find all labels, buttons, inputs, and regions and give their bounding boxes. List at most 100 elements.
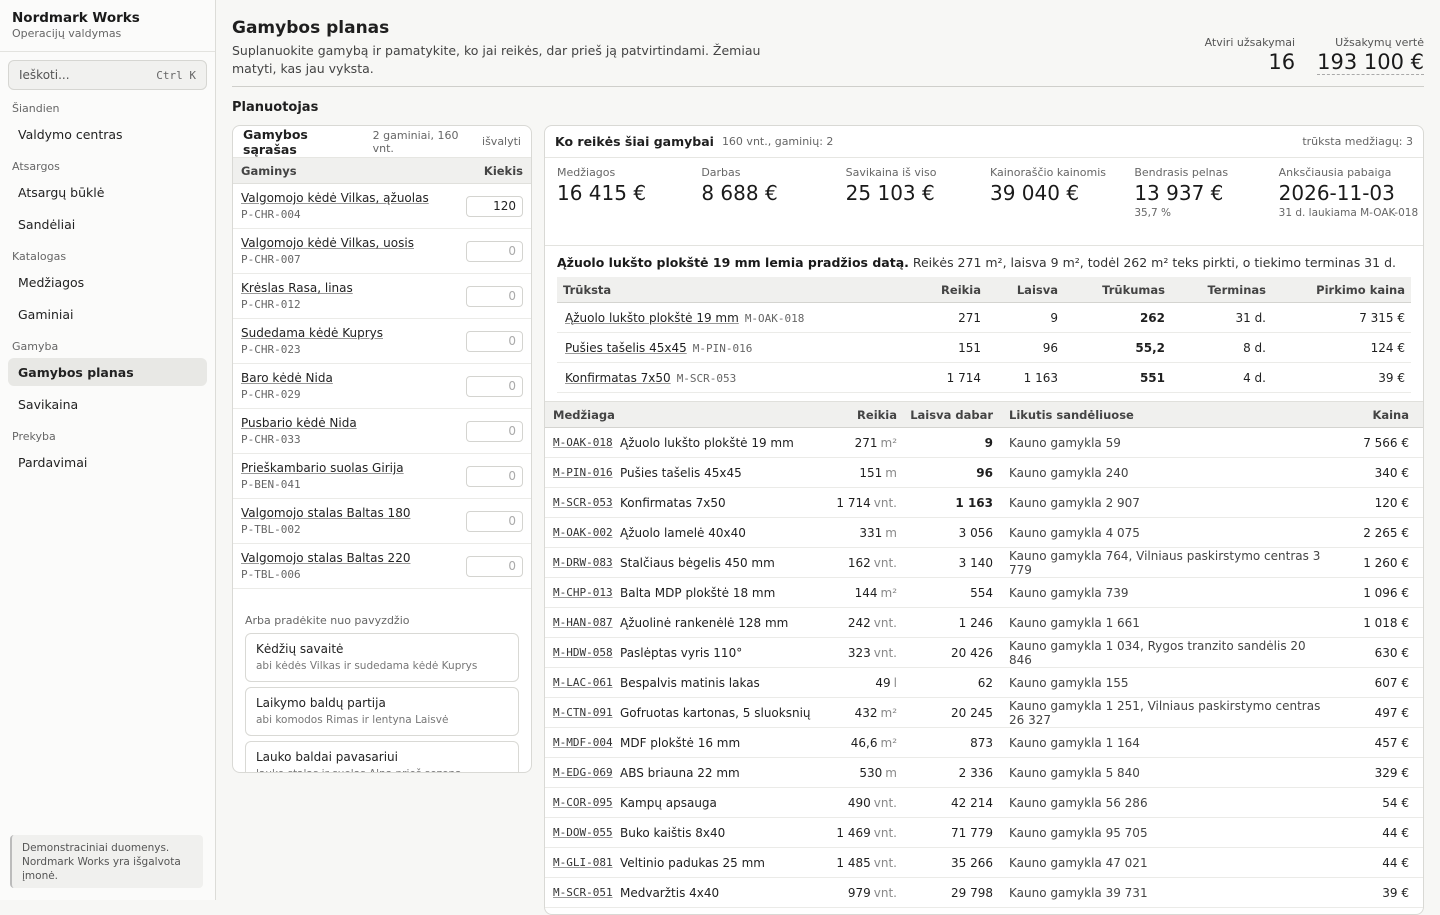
material-code-link[interactable]: M-HAN-087: [553, 615, 613, 629]
kpi: Bendrasis pelnas 13 937 € 35,7 %: [1134, 166, 1278, 245]
quantity-input[interactable]: 0: [466, 465, 523, 487]
product-name-link[interactable]: Valgomojo kėdė Vilkas, uosis: [241, 236, 414, 250]
material-stock: Kauno gamykla 47 021: [1009, 855, 1148, 870]
nav-item[interactable]: Sandėliai: [18, 216, 76, 232]
nav-item[interactable]: Valdymo centras: [18, 126, 123, 142]
quantity-input[interactable]: 0: [466, 240, 523, 262]
shortage-row: Pušies tašelis 45x45 M-PIN-016 151 96 55,2 8 …: [557, 333, 1411, 363]
nav-item[interactable]: Gamybos planas: [8, 358, 207, 386]
quantity-input[interactable]: 120: [466, 195, 523, 217]
nav-item[interactable]: Savikaina: [18, 396, 79, 412]
shortage-count: trūksta medžiagų: 3: [1302, 135, 1413, 148]
quantity-input[interactable]: 0: [466, 420, 523, 442]
need-value: 49: [875, 675, 891, 690]
quantity-input[interactable]: 0: [466, 375, 523, 397]
search-shortcut: Ctrl K: [156, 68, 196, 82]
material-free: 96: [976, 465, 993, 480]
material-stock: Kauno gamykla 59: [1009, 435, 1121, 450]
product-info: Valgomojo stalas Baltas 180 P-TBL-002: [241, 506, 466, 536]
product-code: P-TBL-002: [241, 523, 301, 536]
material-cell: M-SCR-053 Konfirmatas 7x50: [553, 496, 823, 510]
product-row: Prieškambario suolas Girija P-BEN-041 0: [233, 454, 531, 499]
quantity-input[interactable]: 0: [466, 555, 523, 577]
material-free: 35 266: [951, 855, 993, 870]
material-code-link[interactable]: M-SCR-053: [553, 495, 613, 509]
quantity-input[interactable]: 0: [466, 330, 523, 352]
material-code-link[interactable]: M-DRW-083: [553, 555, 613, 569]
product-name-link[interactable]: Baro kėdė Nida: [241, 371, 333, 385]
product-name-link[interactable]: Valgomojo kėdė Vilkas, ąžuolas: [241, 191, 429, 205]
material-row: M-SCR-051 Medvaržtis 4x40 979 vnt. 29 798 Kau…: [545, 878, 1423, 908]
product-name-link[interactable]: Krėslas Rasa, linas: [241, 281, 353, 295]
material-cell: M-EDG-069 ABS briauna 22 mm: [553, 766, 823, 780]
stat-order-value[interactable]: Užsakymų vertė 193 100 €: [1317, 36, 1424, 75]
product-row: Valgomojo kėdė Vilkas, ąžuolas P-CHR-004 1…: [233, 184, 531, 229]
example-preset-button[interactable]: Laikymo baldų partija abi komodos Rimas i…: [245, 687, 519, 736]
material-stock: Kauno gamykla 1 661: [1009, 615, 1140, 630]
product-name-link[interactable]: Valgomojo stalas Baltas 180: [241, 506, 411, 520]
material-need: 151 m: [823, 466, 903, 480]
stat-label: Užsakymų vertė: [1335, 36, 1424, 49]
material-need: 490 vnt.: [823, 796, 903, 810]
product-name-link[interactable]: Sudedama kėdė Kuprys: [241, 326, 383, 340]
material-code-link[interactable]: M-COR-095: [553, 795, 613, 809]
material-name: ABS briauna 22 mm: [620, 765, 740, 780]
quantity-input[interactable]: 0: [466, 510, 523, 532]
material-code: M-PIN-016: [692, 341, 753, 355]
material-name: Balta MDP plokštė 18 mm: [620, 585, 776, 600]
material-code-link[interactable]: M-SCR-051: [553, 885, 613, 899]
need-unit: m²: [880, 705, 898, 720]
card-header: Gamybos sąrašas 2 gaminiai, 160 vnt. išv…: [233, 126, 531, 158]
material-row: M-OAK-002 Ąžuolo lamelė 40x40 331 m 3 056 Kau…: [545, 518, 1423, 548]
material-link[interactable]: Ąžuolo lukšto plokštė 19 mm: [565, 310, 739, 325]
product-row: Valgomojo stalas Baltas 180 P-TBL-002 0: [233, 499, 531, 544]
product-row: Pusbario kėdė Nida P-CHR-033 0: [233, 409, 531, 454]
material-free: 1 246: [958, 615, 993, 630]
material-free: 71 779: [951, 825, 993, 840]
product-name-link[interactable]: Pusbario kėdė Nida: [241, 416, 357, 430]
material-link[interactable]: Pušies tašelis 45x45: [565, 340, 687, 355]
product-name-link[interactable]: Prieškambario suolas Girija: [241, 461, 404, 475]
product-list: Valgomojo kėdė Vilkas, ąžuolas P-CHR-004 1…: [233, 184, 531, 604]
nav-item[interactable]: Pardavimai: [18, 454, 88, 470]
col-header: Likutis sandėliuose: [1009, 407, 1134, 422]
material-code-link[interactable]: M-CHP-013: [553, 585, 613, 599]
example-preset-button[interactable]: Lauko baldai pavasariui lauko stalas ir s…: [245, 741, 519, 772]
nav-item[interactable]: Gaminiai: [18, 306, 74, 322]
material-code-link[interactable]: M-GLI-081: [553, 855, 613, 869]
kpi-label: Medžiagos: [557, 166, 616, 179]
nav-item[interactable]: Atsargų būklė: [18, 184, 105, 200]
material-code-link[interactable]: M-MDF-004: [553, 735, 613, 749]
material-code-link[interactable]: M-LAC-061: [553, 675, 613, 689]
material-row: M-CHP-013 Balta MDP plokštė 18 mm 144 m² 554…: [545, 578, 1423, 608]
product-name-link[interactable]: Valgomojo stalas Baltas 220: [241, 551, 411, 565]
material-cell: M-CTN-091 Gofruotas kartonas, 5 sluoksnių: [553, 706, 823, 720]
example-preset-button[interactable]: Kėdžių savaitė abi kėdės Vilkas ir sudeda…: [245, 633, 519, 682]
material-code-link[interactable]: M-OAK-018: [553, 435, 613, 449]
stat-label: Atviri užsakymai: [1204, 36, 1296, 49]
material-need: 162 vnt.: [823, 556, 903, 570]
material-link[interactable]: Konfirmatas 7x50: [565, 370, 671, 385]
material-name: Ąžuolo lamelė 40x40: [620, 525, 746, 540]
clear-button[interactable]: išvalyti: [482, 135, 521, 148]
search-input[interactable]: Ieškoti... Ctrl K: [8, 60, 207, 90]
need-value: 46,6: [850, 735, 878, 750]
stat-open-orders: Atviri užsakymai 16: [1205, 36, 1296, 75]
need-value: 1 485: [836, 855, 871, 870]
col-header: Reikia: [941, 282, 981, 297]
material-code-link[interactable]: M-PIN-016: [553, 465, 613, 479]
nav-item[interactable]: Medžiagos: [18, 274, 85, 290]
need-unit: m²: [880, 735, 898, 750]
material-code-link[interactable]: M-OAK-002: [553, 525, 613, 539]
quantity-input[interactable]: 0: [466, 285, 523, 307]
shortage-lead: 8 d.: [1243, 340, 1266, 355]
material-name: Buko kaištis 8x40: [620, 825, 726, 840]
material-need: 331 m: [823, 526, 903, 540]
material-stock: Kauno gamykla 739: [1009, 585, 1129, 600]
material-code-link[interactable]: M-HDW-058: [553, 645, 613, 659]
material-code-link[interactable]: M-CTN-091: [553, 705, 613, 719]
search-placeholder: Ieškoti...: [19, 68, 70, 82]
product-row: Valgomojo stalas Baltas 220 P-TBL-006 0: [233, 544, 531, 589]
material-code-link[interactable]: M-EDG-069: [553, 765, 613, 779]
material-code-link[interactable]: M-DOW-055: [553, 825, 613, 839]
